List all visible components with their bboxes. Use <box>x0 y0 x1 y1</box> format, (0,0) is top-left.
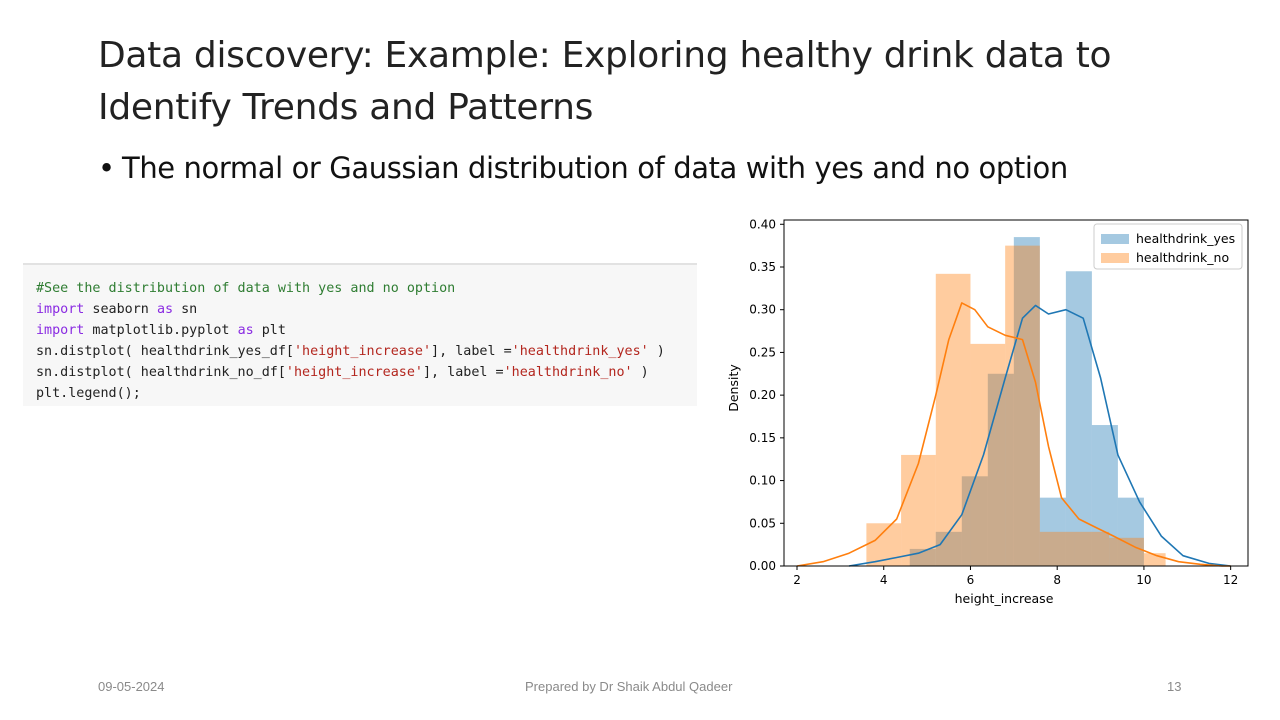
histogram-bar-healthdrink_yes <box>1013 237 1040 566</box>
kde-line-healthdrink_no <box>796 302 1231 567</box>
code-token: as <box>156 302 174 317</box>
density-chart: 2 4 6 8 10 12 0.00 0.05 0.10 0.15 0.20 0.25 0.30 0.35… <box>726 217 1249 606</box>
code-token: ], label = <box>422 365 504 380</box>
y-tick-label: 0.40 <box>749 217 776 231</box>
code-token: sn.distplot( healthdrink_yes_df[ <box>36 344 294 359</box>
code-token: plt <box>253 323 286 338</box>
bullet-point: • The normal or Gaussian distribution of… <box>98 151 1218 185</box>
bullet-symbol: • <box>98 151 115 185</box>
code-line: import seaborn as sn <box>36 299 697 320</box>
x-tick-label: 10 <box>1136 573 1151 587</box>
x-tick-label: 12 <box>1223 573 1238 587</box>
code-token: matplotlib.pyplot <box>84 323 238 338</box>
histogram-bar-healthdrink_yes <box>987 373 1014 566</box>
code-line: #See the distribution of data with yes a… <box>36 278 697 299</box>
histogram-bar-healthdrink_yes <box>935 531 962 566</box>
y-tick-label: 0.05 <box>749 516 776 530</box>
code-line: sn.distplot( healthdrink_yes_df['height_… <box>36 341 697 362</box>
code-token: ], label = <box>431 344 512 359</box>
y-tick-label: 0.00 <box>749 559 776 573</box>
slide-title: Data discovery: Example: Exploring healt… <box>98 35 1112 128</box>
y-tick-label: 0.25 <box>749 345 776 359</box>
x-tick-label: 4 <box>880 573 888 587</box>
legend-label: healthdrink_no <box>1136 250 1229 265</box>
histogram-bar-healthdrink_no <box>901 454 936 566</box>
code-token: import <box>36 302 85 317</box>
histogram-bar-healthdrink_no <box>935 273 971 566</box>
legend-box <box>1093 223 1243 270</box>
histogram-bar-healthdrink_yes <box>1117 497 1144 566</box>
legend-swatch-healthdrink_yes <box>1101 234 1129 244</box>
code-token: plt.legend(); <box>36 386 141 401</box>
code-block: #See the distribution of data with yes a… <box>23 263 697 406</box>
histogram-bar-healthdrink_no <box>1005 245 1040 566</box>
code-token: ) <box>648 344 665 359</box>
histogram-bar-healthdrink_no <box>866 523 902 566</box>
code-token: 'height_increase' <box>285 365 423 380</box>
bullet-text: The normal or Gaussian distribution of d… <box>122 151 1068 185</box>
code-line: sn.distplot( healthdrink_no_df['height_i… <box>36 362 697 383</box>
legend-label: healthdrink_yes <box>1136 231 1235 246</box>
x-tick-label: 6 <box>967 573 975 587</box>
y-tick-label: 0.10 <box>749 474 776 488</box>
histogram-bar-healthdrink_yes <box>1039 497 1066 566</box>
code-line: import matplotlib.pyplot as plt <box>36 320 697 341</box>
y-tick-label: 0.15 <box>749 431 776 445</box>
code-token: sn.distplot( healthdrink_no_df[ <box>36 365 286 380</box>
footer-page-number: 13 <box>1167 679 1182 694</box>
footer-date: 09-05-2024 <box>98 679 165 694</box>
code-token: #See the distribution of data with yes a… <box>36 281 456 296</box>
y-tick-label: 0.30 <box>749 303 776 317</box>
footer-author: Prepared by Dr Shaik Abdul Qadeer <box>525 679 733 694</box>
histogram-bar-healthdrink_no <box>1074 531 1110 566</box>
x-axis-label: height_increase <box>955 591 1054 606</box>
legend-swatch-healthdrink_no <box>1101 253 1129 263</box>
code-token: 'healthdrink_yes' <box>511 344 649 359</box>
code-token: 'height_increase' <box>293 344 432 359</box>
code-line: plt.legend(); <box>36 383 697 404</box>
y-axis-label: Density <box>726 364 741 412</box>
histogram-bar-healthdrink_yes <box>961 476 988 566</box>
histogram-bar-healthdrink_no <box>970 343 1006 566</box>
histogram-bar-healthdrink_no <box>1039 531 1075 566</box>
histogram-bar-healthdrink_yes <box>1065 271 1092 566</box>
code-token: import <box>36 323 85 338</box>
code-token: ) <box>632 365 649 380</box>
x-tick-label: 8 <box>1053 573 1061 587</box>
code-token: seaborn <box>84 302 157 317</box>
code-token: as <box>237 323 254 338</box>
y-tick-label: 0.20 <box>749 388 776 402</box>
y-tick-label: 0.35 <box>749 260 776 274</box>
code-token: sn <box>173 302 198 317</box>
code-token: 'healthdrink_no' <box>503 365 633 380</box>
plot-frame <box>783 219 1249 567</box>
histogram-bar-healthdrink_yes <box>1091 425 1118 566</box>
kde-line-healthdrink_yes <box>848 304 1231 567</box>
x-tick-label: 2 <box>793 573 801 587</box>
